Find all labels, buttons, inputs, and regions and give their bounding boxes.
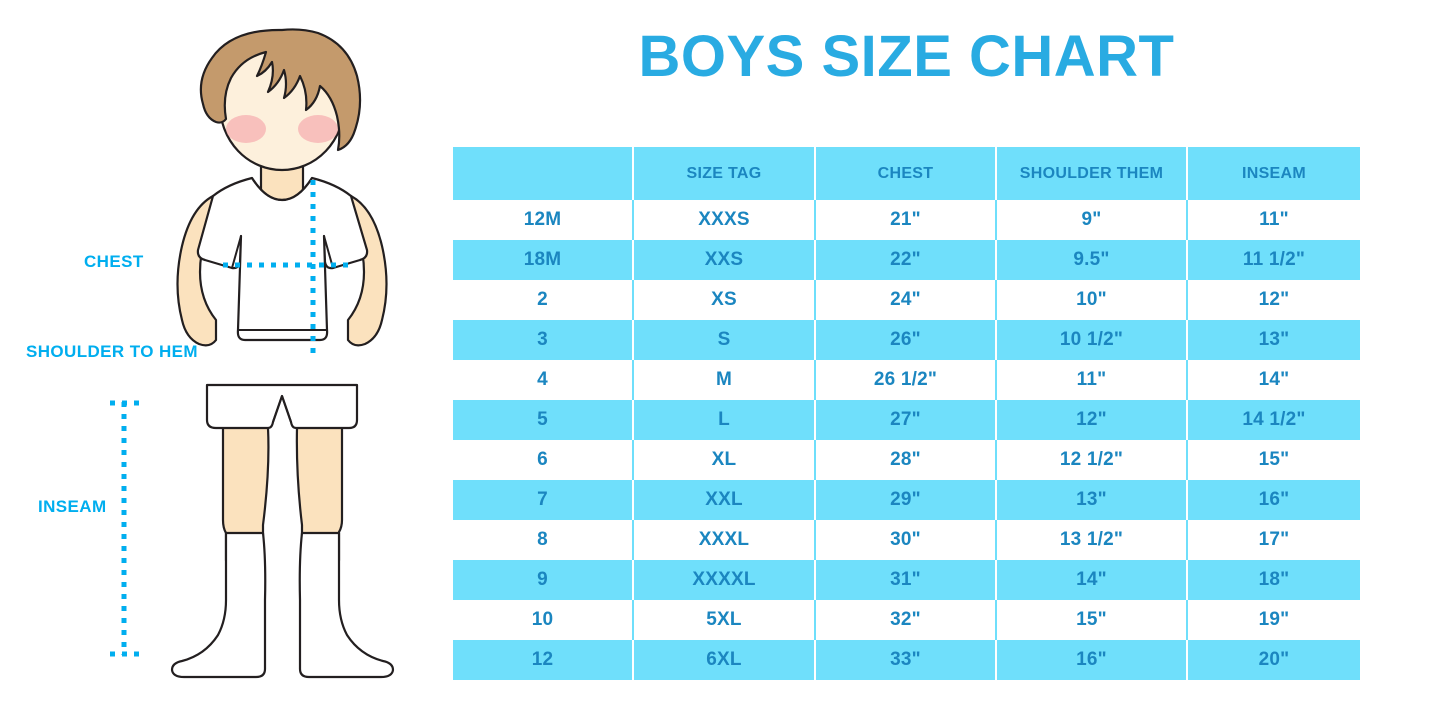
- table-column-header-0: [453, 147, 634, 200]
- table-cell: XXXL: [633, 520, 816, 560]
- table-cell: 31": [815, 560, 997, 600]
- tshirt-left-sleeve-line: [231, 235, 242, 269]
- table-cell: 12": [996, 400, 1188, 440]
- size-chart-table-container: SIZE TAG CHEST SHOULDER THEM INSEAM 12M XXXS…: [453, 147, 1360, 680]
- table-cell: XXXXL: [633, 560, 816, 600]
- left-cheek-blush: [226, 115, 266, 143]
- right-sock-shoe: [298, 531, 395, 679]
- table-cell: S: [633, 320, 816, 360]
- table-cell: 12 1/2": [996, 440, 1188, 480]
- table-cell: 22": [815, 240, 997, 280]
- table-cell-age: 12M: [453, 200, 634, 240]
- table-cell: 28": [815, 440, 997, 480]
- table-row: 8 XXXL 30" 13 1/2" 17": [453, 520, 1360, 560]
- table-cell: 10 1/2": [996, 320, 1188, 360]
- left-sock-shoe: [170, 531, 267, 679]
- shoulder-to-hem-measure-label: SHOULDER TO HEM: [26, 342, 198, 361]
- table-cell-age: 12: [453, 640, 634, 680]
- table-body: 12M XXXS 21" 9" 11" 18M XXS 22" 9.5" 11 1/2" 2 XS 24…: [453, 200, 1360, 680]
- table-column-header-4: INSEAM: [1187, 147, 1360, 200]
- table-cell: 13": [1187, 320, 1360, 360]
- table-cell: 27": [815, 400, 997, 440]
- table-column-header-2: CHEST: [815, 147, 997, 200]
- table-row: 3 S 26" 10 1/2" 13": [453, 320, 1360, 360]
- shorts-shape: [205, 383, 359, 430]
- table-row: 12M XXXS 21" 9" 11": [453, 200, 1360, 240]
- table-cell: 19": [1187, 600, 1360, 640]
- table-cell: 20": [1187, 640, 1360, 680]
- table-cell: 24": [815, 280, 997, 320]
- inseam-end-caps: [110, 400, 139, 657]
- table-row: 18M XXS 22" 9.5" 11 1/2": [453, 240, 1360, 280]
- table-cell: M: [633, 360, 816, 400]
- table-cell-age: 3: [453, 320, 634, 360]
- table-cell: 11": [1187, 200, 1360, 240]
- table-cell: 6XL: [633, 640, 816, 680]
- table-cell-age: 4: [453, 360, 634, 400]
- table-cell: 13 1/2": [996, 520, 1188, 560]
- boy-figure-illustration: [0, 0, 445, 723]
- table-cell: 30": [815, 520, 997, 560]
- table-cell: 26": [815, 320, 997, 360]
- table-cell: L: [633, 400, 816, 440]
- table-cell-age: 18M: [453, 240, 634, 280]
- table-cell: 14": [1187, 360, 1360, 400]
- table-cell-age: 6: [453, 440, 634, 480]
- table-cell: 17": [1187, 520, 1360, 560]
- table-cell-age: 10: [453, 600, 634, 640]
- table-row: 2 XS 24" 10" 12": [453, 280, 1360, 320]
- table-cell: 10": [996, 280, 1188, 320]
- table-cell-age: 7: [453, 480, 634, 520]
- table-cell: 16": [996, 640, 1188, 680]
- table-header-row: SIZE TAG CHEST SHOULDER THEM INSEAM: [453, 147, 1360, 200]
- table-row: 7 XXL 29" 13" 16": [453, 480, 1360, 520]
- table-cell-age: 2: [453, 280, 634, 320]
- table-cell: 9.5": [996, 240, 1188, 280]
- chest-measure-label: CHEST: [84, 252, 144, 271]
- table-cell: 21": [815, 200, 997, 240]
- table-cell: 15": [996, 600, 1188, 640]
- table-cell: XS: [633, 280, 816, 320]
- size-chart-table: SIZE TAG CHEST SHOULDER THEM INSEAM 12M XXXS…: [453, 147, 1360, 680]
- table-cell: 12": [1187, 280, 1360, 320]
- table-cell: 11": [996, 360, 1188, 400]
- table-cell: 15": [1187, 440, 1360, 480]
- table-cell: 18": [1187, 560, 1360, 600]
- table-cell: XXXS: [633, 200, 816, 240]
- measurement-guides: [121, 180, 350, 655]
- table-cell: XL: [633, 440, 816, 480]
- table-cell-age: 8: [453, 520, 634, 560]
- table-row: 4 M 26 1/2" 11" 14": [453, 360, 1360, 400]
- table-cell-age: 5: [453, 400, 634, 440]
- table-cell: 26 1/2": [815, 360, 997, 400]
- table-cell: 13": [996, 480, 1188, 520]
- table-cell: 33": [815, 640, 997, 680]
- boy-body-group: [170, 28, 395, 679]
- page-title: BOYS SIZE CHART: [638, 24, 1175, 89]
- table-cell: XXS: [633, 240, 816, 280]
- inseam-measure-label: INSEAM: [38, 497, 107, 516]
- table-cell: 14": [996, 560, 1188, 600]
- table-cell: 9": [996, 200, 1188, 240]
- table-column-header-1: SIZE TAG: [633, 147, 816, 200]
- table-row: 12 6XL 33" 16" 20": [453, 640, 1360, 680]
- tshirt-shape: [196, 176, 369, 342]
- hair-shape: [199, 28, 362, 152]
- table-cell: 11 1/2": [1187, 240, 1360, 280]
- table-cell: 29": [815, 480, 997, 520]
- shorts-crotch-line: [272, 395, 292, 423]
- table-cell: XXL: [633, 480, 816, 520]
- table-cell: 32": [815, 600, 997, 640]
- right-cheek-blush: [298, 115, 338, 143]
- table-cell: 14 1/2": [1187, 400, 1360, 440]
- table-cell: 5XL: [633, 600, 816, 640]
- table-row: 9 XXXXL 31" 14" 18": [453, 560, 1360, 600]
- tshirt-collar-line: [251, 177, 313, 201]
- table-column-header-3: SHOULDER THEM: [996, 147, 1188, 200]
- table-row: 10 5XL 32" 15" 19": [453, 600, 1360, 640]
- table-cell: 16": [1187, 480, 1360, 520]
- table-cell-age: 9: [453, 560, 634, 600]
- table-row: 5 L 27" 12" 14 1/2": [453, 400, 1360, 440]
- table-row: 6 XL 28" 12 1/2" 15": [453, 440, 1360, 480]
